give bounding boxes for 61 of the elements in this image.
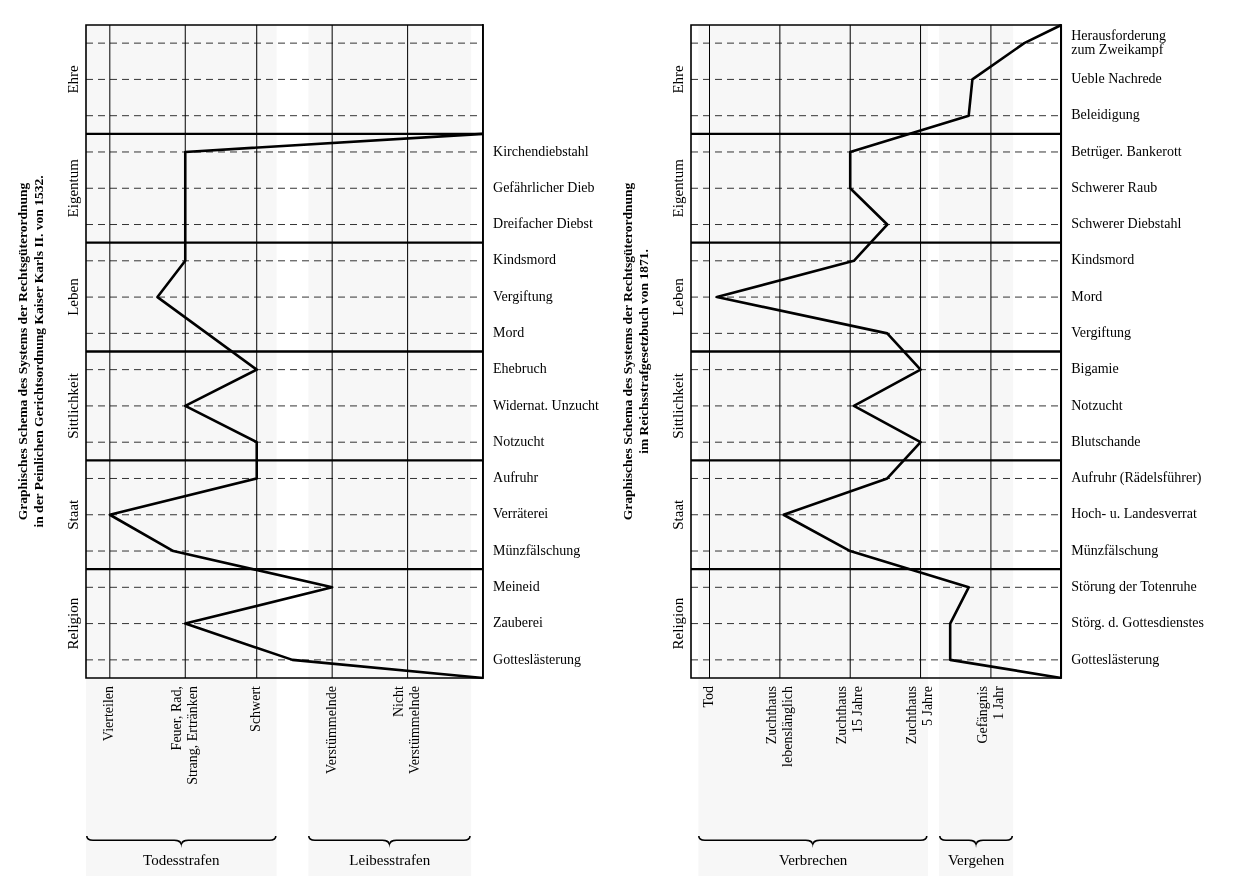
y-tick-label: Dreifacher Diebst xyxy=(493,216,594,232)
ref-line-label: Zuchthaus 5 Jahre xyxy=(904,686,936,745)
y-tick-label: Notzucht xyxy=(1071,397,1123,413)
ref-line-label: Tod xyxy=(701,686,717,708)
y-tick-label: Beleidigung xyxy=(1071,107,1140,123)
text: Leben xyxy=(669,277,686,316)
y-tick-label: Kindsmord xyxy=(493,252,557,268)
y-tick-label: Schwerer Raub xyxy=(1071,179,1158,195)
ref-line-label: Zuchthaus 15 Jahre xyxy=(833,686,865,745)
y-tick-label: Meineid xyxy=(493,578,540,594)
text: Graphisches Schema des Systems der Rechtsgüterordnung in der Peinlichen Gerichtsordnung Kaiser Karls II. von 1532. xyxy=(15,175,47,528)
ref-line-label: Verstümmelnde xyxy=(323,686,339,774)
text: Religion xyxy=(669,597,686,650)
band-label: Todesstrafen xyxy=(143,852,220,869)
y-tick-label: Ueble Nachrede xyxy=(1071,71,1162,87)
y-tick-label: Herausforderung zum Zweikampf xyxy=(1071,27,1167,57)
y-tick-label: Münzfälschung xyxy=(1071,542,1159,558)
y-tick-label: Störg. d. Gottesdienstes xyxy=(1071,615,1205,631)
text: Graphisches Schema des Systems der Rechtsgüterordnung im Reichsstrafgesetzbuch von 1871. xyxy=(620,182,652,521)
y-tick-label: Aufruhr xyxy=(493,470,539,486)
text: Religion xyxy=(64,597,81,650)
ref-line-label: Zuchthaus lebenslänglich xyxy=(763,686,795,767)
text: Eigentum xyxy=(669,158,686,218)
y-tick-label: Widernat. Unzucht xyxy=(493,397,600,413)
text: Sittlichkeit xyxy=(669,372,686,439)
y-tick-label: Aufruhr (Rädelsführer) xyxy=(1071,470,1202,487)
text: Staat xyxy=(64,498,81,530)
y-tick-label: Gotteslästerung xyxy=(493,651,581,667)
text: Sittlichkeit xyxy=(64,372,81,439)
y-tick-label: Betrüger. Bankerott xyxy=(1071,143,1182,159)
ref-line-label: Vierteilen xyxy=(101,686,117,742)
y-tick-label: Störung der Totenruhe xyxy=(1071,578,1197,594)
y-tick-label: Mord xyxy=(493,325,525,341)
y-tick-label: Ehebruch xyxy=(493,361,547,377)
y-tick-label: Kirchendiebstahl xyxy=(493,143,589,159)
y-tick-label: Schwerer Diebstahl xyxy=(1071,216,1182,232)
y-tick-label: Gefährlicher Dieb xyxy=(493,179,595,195)
text: Eigentum xyxy=(64,158,81,218)
ref-line-label: Schwert xyxy=(248,685,264,732)
y-tick-label: Zauberei xyxy=(493,615,543,631)
band-label: Leibesstrafen xyxy=(349,852,431,869)
ref-line-label: Gefängnis 1 Jahr xyxy=(974,685,1006,744)
text: Ehre xyxy=(64,64,81,94)
y-tick-label: Vergiftung xyxy=(493,288,553,304)
y-tick-label: Mord xyxy=(1071,288,1103,304)
band-label: Verbrechen xyxy=(779,852,848,869)
ref-line-label: Feuer, Rad, Strang, Ertränken xyxy=(168,686,200,785)
y-tick-label: Münzfälschung xyxy=(493,542,581,558)
y-tick-label: Vergiftung xyxy=(1071,325,1131,341)
y-tick-label: Gotteslästerung xyxy=(1071,651,1160,667)
text: Leben xyxy=(64,277,81,316)
y-tick-label: Verräterei xyxy=(493,506,549,522)
y-tick-label: Kindsmord xyxy=(1071,252,1135,268)
y-tick-label: Bigamie xyxy=(1071,361,1119,377)
y-tick-label: Blutschande xyxy=(1071,433,1141,449)
text: Ehre xyxy=(669,64,686,94)
text: Staat xyxy=(669,498,686,530)
band-label: Vergehen xyxy=(947,852,1005,869)
y-tick-label: Notzucht xyxy=(493,433,545,449)
y-tick-label: Hoch- u. Landesverrat xyxy=(1071,506,1197,522)
ref-line-label: Nicht Verstümmelnde xyxy=(391,685,423,774)
